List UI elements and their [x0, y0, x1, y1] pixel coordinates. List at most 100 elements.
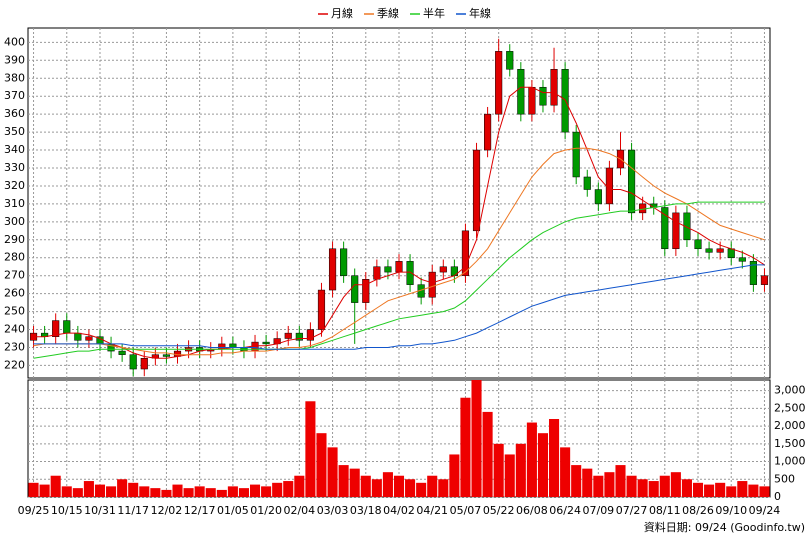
- y2-tick-label: 500: [774, 472, 795, 485]
- candle-body: [362, 279, 370, 303]
- volume-bar: [205, 488, 216, 497]
- volume-bar: [327, 447, 338, 497]
- x-tick-label: 06/24: [549, 504, 581, 517]
- y2-tick-label: 1,500: [774, 437, 806, 450]
- candle-body: [428, 271, 436, 298]
- moving-average-line: [33, 201, 765, 359]
- volume-bar: [50, 475, 61, 497]
- volume-bar: [515, 443, 526, 497]
- x-tick-label: 01/05: [217, 504, 249, 517]
- candle-body: [373, 266, 381, 280]
- candle-body: [162, 354, 171, 357]
- x-tick-label: 10/31: [84, 504, 116, 517]
- y-tick-label: 370: [4, 89, 25, 102]
- volume-bar: [72, 488, 83, 497]
- volume-bar: [39, 484, 50, 497]
- x-tick-label: 10/15: [51, 504, 83, 517]
- volume-bar: [593, 475, 604, 497]
- candle-body: [705, 248, 713, 253]
- x-tick-label: 05/22: [483, 504, 515, 517]
- y-tick-label: 390: [4, 53, 25, 66]
- volume-bar: [382, 472, 393, 497]
- volume-bar: [460, 397, 471, 497]
- candle-body: [229, 343, 237, 348]
- candle-body: [317, 289, 326, 330]
- x-tick-label: 09/25: [18, 504, 50, 517]
- y-tick-label: 300: [4, 215, 25, 228]
- candle-body: [639, 203, 647, 214]
- x-tick-label: 12/17: [184, 504, 216, 517]
- volume-bar: [272, 482, 283, 497]
- candle-body: [506, 51, 514, 70]
- candle-body: [727, 248, 735, 258]
- candle-body: [627, 149, 636, 214]
- volume-bar: [261, 486, 272, 497]
- volume-bar: [405, 479, 416, 497]
- candle-body: [605, 167, 613, 205]
- candle-body: [738, 257, 746, 262]
- y-tick-label: 260: [4, 287, 25, 300]
- legend-label: 月線: [331, 6, 353, 20]
- candle-body: [284, 332, 292, 339]
- candle-body: [129, 354, 137, 370]
- volume-bar: [249, 484, 261, 497]
- volume-bar: [238, 488, 249, 497]
- source: 資料日期: 09/24 (Goodinfo.tw): [644, 520, 805, 534]
- candle-body: [694, 239, 702, 250]
- y-tick-label: 360: [4, 107, 25, 120]
- candle-body: [528, 86, 536, 115]
- volume-bar: [427, 475, 438, 497]
- volume-bar: [560, 447, 571, 497]
- volume-bar: [493, 443, 504, 497]
- x-tick-label: 03/18: [350, 504, 382, 517]
- volume-bar: [83, 481, 94, 497]
- volume-bar: [161, 489, 172, 497]
- candle-body: [495, 51, 503, 115]
- volume-bar: [139, 486, 150, 497]
- candle-body: [118, 350, 126, 355]
- y-tick-label: 220: [4, 358, 25, 371]
- x-tick-label: 07/27: [616, 504, 648, 517]
- moving-average-line: [33, 264, 765, 350]
- y-tick-label: 310: [4, 197, 25, 210]
- volume-bar: [117, 479, 128, 497]
- volume-bar: [128, 482, 139, 497]
- volume-bar: [172, 484, 183, 497]
- volume-bar: [615, 465, 626, 497]
- volume-bar: [449, 454, 460, 497]
- volume-bar: [94, 484, 106, 497]
- y-tick-label: 230: [4, 340, 25, 353]
- candle-body: [52, 320, 60, 337]
- volume-bar: [216, 489, 227, 497]
- candle-body: [517, 69, 525, 115]
- volume-bar: [582, 468, 593, 497]
- volume-bar: [626, 475, 637, 497]
- volume-bar: [316, 433, 327, 497]
- x-tick-label: 02/04: [283, 504, 315, 517]
- volume-bar: [183, 488, 194, 497]
- volume-bar: [692, 482, 704, 497]
- candle-body: [484, 113, 492, 151]
- candle-body: [439, 266, 447, 273]
- candle-body: [395, 261, 403, 273]
- volume-bar: [349, 468, 360, 497]
- volume-bar: [681, 479, 692, 497]
- candle-body: [683, 212, 691, 241]
- volume-bar: [61, 486, 72, 497]
- y-tick-label: 330: [4, 161, 25, 174]
- x-tick-label: 07/09: [582, 504, 614, 517]
- volume-bar: [526, 422, 537, 497]
- moving-average-line: [33, 86, 765, 359]
- volume-bar: [227, 486, 238, 497]
- volume-bar: [704, 484, 715, 497]
- candle-body: [716, 248, 724, 253]
- x-tick-label: 01/20: [250, 504, 282, 517]
- volume-bar: [659, 475, 670, 497]
- moving-average-line: [33, 147, 765, 356]
- candle-body: [262, 341, 270, 345]
- y2-tick-label: 2,500: [774, 401, 806, 414]
- volume-bar: [28, 482, 39, 497]
- y2-tick-label: 0: [774, 490, 781, 503]
- volume-bar: [283, 481, 294, 497]
- volume-bar: [571, 465, 582, 497]
